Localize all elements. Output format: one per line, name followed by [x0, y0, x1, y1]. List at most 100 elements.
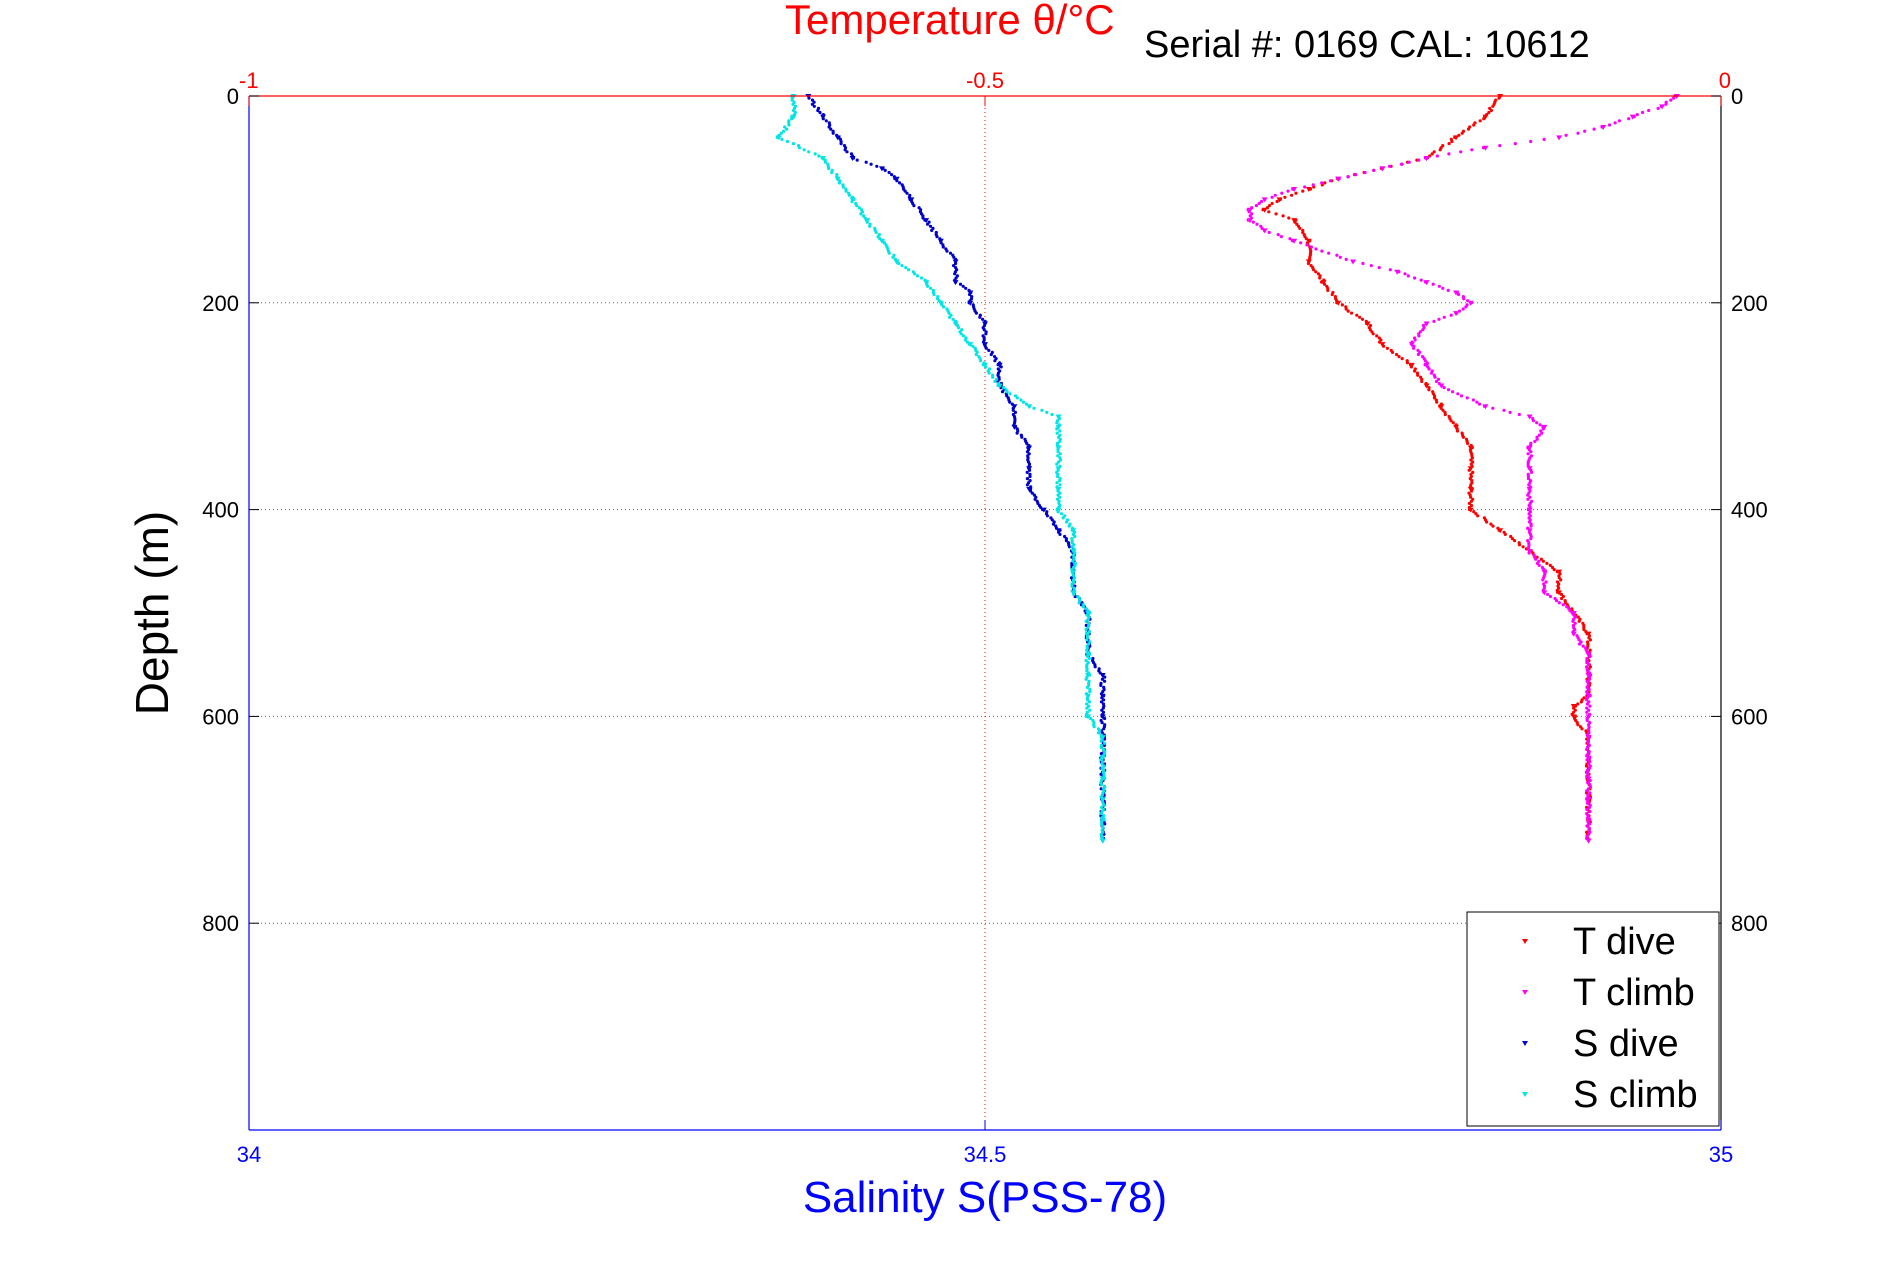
series-trail-marker [1466, 127, 1471, 131]
data-point [1055, 445, 1062, 451]
series-trail-marker [1502, 408, 1506, 412]
data-point [1040, 507, 1047, 513]
series-trail-marker [1607, 123, 1612, 127]
series-trail-marker [1578, 642, 1582, 646]
series-trail-marker [900, 264, 904, 268]
bottom-tick-label: 34 [237, 1142, 261, 1167]
data-point [1570, 631, 1577, 637]
data-point [1246, 218, 1253, 224]
series-trail-marker [1406, 274, 1410, 278]
series-trail-marker [1559, 578, 1563, 582]
series-trail-marker [1299, 241, 1303, 245]
series-trail-marker [953, 272, 957, 276]
series-trail-marker [1279, 235, 1283, 239]
series-trail-marker [1058, 479, 1062, 483]
series-trail-marker [1274, 212, 1278, 216]
series-trail-marker [1338, 255, 1342, 259]
series-trail-marker [1585, 710, 1589, 714]
series-trail-marker [1326, 288, 1330, 292]
series-trail-marker [1051, 522, 1056, 526]
series-trail-marker [1461, 435, 1465, 439]
series-trail-marker [1539, 557, 1543, 561]
series-trail-marker [991, 375, 995, 379]
series-trail-marker [1099, 787, 1103, 791]
series-trail-marker [841, 185, 845, 189]
series-trail-marker [1058, 452, 1062, 456]
series-trail-marker [984, 332, 988, 336]
series-trail-marker [1427, 367, 1431, 371]
series-trail-marker [1588, 791, 1592, 795]
series-trail-marker [978, 315, 982, 319]
series-trail-marker [855, 158, 859, 162]
series-trail-marker [1320, 181, 1324, 185]
data-point [1570, 714, 1577, 720]
series-trail-marker [1301, 189, 1305, 193]
data-point [1379, 166, 1386, 172]
data-point [1585, 631, 1592, 637]
data-point [820, 156, 827, 162]
y-tick-label-right: 0 [1731, 84, 1743, 109]
series-trail-marker [1314, 270, 1318, 274]
data-point [908, 197, 915, 203]
series-trail-marker [1656, 106, 1660, 110]
series-trail-marker [1460, 131, 1464, 135]
data-point [1438, 404, 1445, 410]
series-trail-marker [1084, 619, 1088, 623]
series-trail-marker [1025, 441, 1029, 445]
data-point [996, 362, 1003, 368]
series-trail-marker [844, 189, 848, 193]
series-trail-marker [1584, 764, 1589, 768]
data-point [996, 383, 1003, 389]
series-trail-marker [1267, 230, 1271, 235]
series-trail-marker [1529, 139, 1533, 144]
series-trail-marker [1032, 406, 1036, 410]
series-trail-marker [1469, 503, 1474, 508]
data-point [1467, 445, 1474, 451]
data-point [982, 321, 988, 327]
series-trail-marker [945, 249, 949, 253]
data-point [1585, 817, 1592, 823]
series-trail-marker [1058, 429, 1062, 433]
series-trail-marker [1019, 398, 1023, 402]
series-trail-marker [1280, 191, 1284, 195]
series-trail-marker [1275, 199, 1279, 204]
series-trail-marker [1088, 708, 1092, 712]
data-point [1099, 735, 1106, 741]
series-trail-marker [1437, 317, 1441, 321]
legend-marker [1522, 1041, 1528, 1046]
legend-label: T dive [1573, 921, 1676, 963]
series-trail-marker [1564, 133, 1568, 137]
series-trail-marker [1533, 439, 1537, 443]
series-trail-marker [839, 142, 843, 146]
series-trail-marker [1102, 803, 1106, 807]
series-trail-marker [1541, 578, 1545, 582]
series-trail-marker [1585, 698, 1589, 702]
data-point [1026, 486, 1033, 492]
series-trail-marker [1474, 512, 1478, 516]
series-trail-marker [1487, 110, 1491, 115]
series-trail-marker [831, 131, 835, 135]
series-trail-marker [1588, 638, 1592, 642]
series-trail-marker [1577, 619, 1581, 623]
data-point [1320, 280, 1327, 286]
y-tick-label-left: 600 [202, 704, 239, 729]
y-tick-label-right: 800 [1731, 911, 1768, 936]
data-point [1055, 466, 1062, 472]
series-trail-marker [1103, 675, 1107, 679]
series-trail-marker [1545, 561, 1549, 566]
data-point [1453, 135, 1460, 141]
data-point [1085, 714, 1092, 720]
series-trail-marker [1002, 386, 1006, 390]
series-trail-marker [1526, 493, 1530, 497]
data-point [1099, 693, 1106, 699]
series-trail-marker [1055, 481, 1059, 485]
series-trail-marker [1512, 539, 1517, 543]
series-trail-marker [1314, 247, 1318, 251]
data-point [1364, 321, 1371, 327]
series-trail-marker [961, 284, 965, 288]
data-point [1629, 114, 1636, 120]
top-axis-title-main: Temperature θ/ [785, 0, 1068, 43]
series-trail-marker [1542, 137, 1546, 141]
series-trail-marker [1478, 119, 1482, 123]
series-trail-marker [982, 328, 986, 332]
